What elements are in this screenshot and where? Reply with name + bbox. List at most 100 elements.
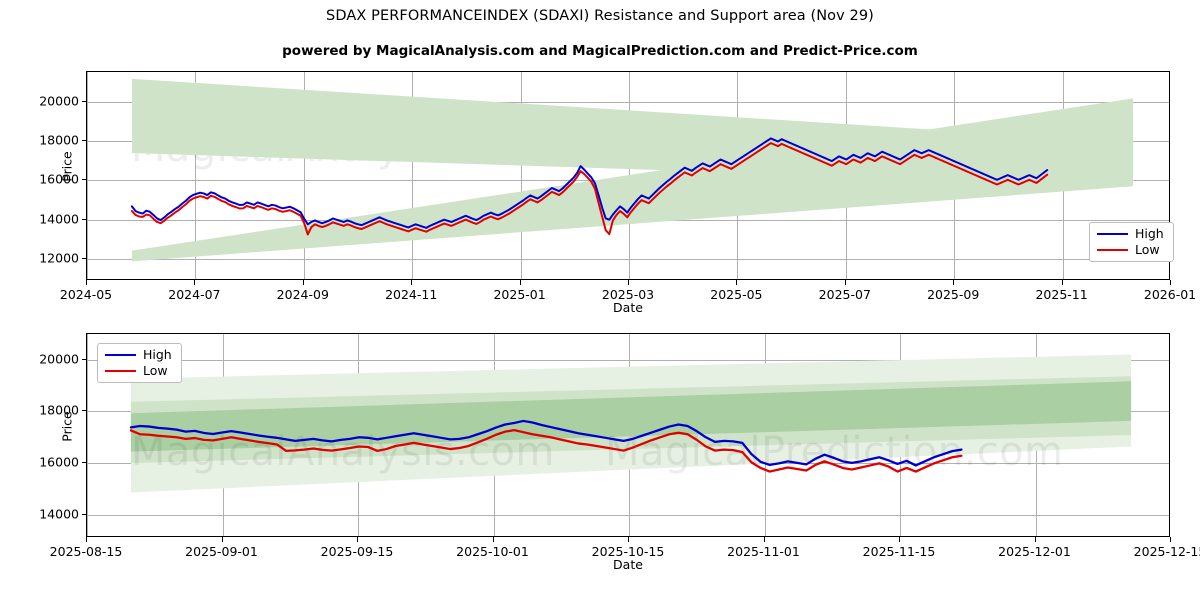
x-axis-tick-label: 2024-11 (385, 287, 438, 302)
page-title: SDAX PERFORMANCEINDEX (SDAXI) Resistance… (326, 8, 874, 24)
lower-chart-panel: MagicalAnalysis.com MagicalPrediction.co… (39, 333, 1200, 572)
upper-legend-high-swatch (1097, 233, 1128, 236)
x-axis-tick-mark (736, 280, 738, 285)
x-axis-tick-mark (844, 280, 846, 285)
x-axis-tick-label: 2025-11-01 (727, 544, 800, 559)
upper-legend-low-label: Low (1135, 241, 1160, 257)
price-series-high (129, 419, 963, 467)
x-axis-tick-mark (221, 537, 223, 542)
gridline-horizontal (87, 101, 1169, 103)
x-axis-tick-mark (519, 280, 521, 285)
lower-legend: High Low (97, 343, 182, 383)
y-axis-tick-mark (81, 140, 86, 141)
x-axis-tick-label: 2024-09 (276, 287, 329, 302)
y-axis-tick-mark (81, 179, 86, 181)
x-axis-tick-label: 2025-12-01 (998, 544, 1071, 559)
x-axis-tick-label: 2025-11-15 (862, 544, 936, 559)
y-axis-tick-mark (81, 258, 86, 260)
lower-legend-low-swatch (105, 369, 136, 372)
x-axis-tick-label: 2025-05 (710, 287, 763, 302)
upper-chart-panel: MagicalAnalysis.com MagicalPrediction.co… (39, 71, 1196, 315)
x-axis-tick-label: 2025-01 (493, 287, 546, 302)
upper-y-axis-label: Price (59, 151, 75, 182)
gridline-vertical (412, 72, 414, 279)
x-axis-tick-mark (86, 537, 87, 542)
upper-price-lines (130, 137, 1049, 236)
upper-legend-low-swatch (1097, 248, 1128, 251)
x-axis-tick-label: 2025-09-15 (320, 544, 394, 559)
x-axis-tick-mark (899, 537, 900, 542)
support-resistance-band (130, 381, 1132, 452)
lower-legend-high: High (105, 347, 172, 362)
x-axis-tick-label: 2024-05 (59, 287, 113, 302)
y-axis-tick-label: 20000 (39, 351, 79, 367)
x-axis-tick-label: 2025-03 (601, 287, 655, 302)
lower-price-lines (129, 419, 963, 473)
x-axis-tick-label: 2025-11 (1035, 287, 1088, 302)
lower-legend-high-label: High (143, 347, 172, 362)
watermark-lower-right: MagicalPrediction.com (605, 429, 1064, 475)
y-axis-tick-label: 14000 (39, 506, 79, 522)
support-resistance-band (131, 78, 1134, 186)
upper-legend-high-label: High (1135, 226, 1164, 241)
x-axis-tick-label: 2025-09-01 (185, 544, 258, 559)
y-axis-tick-label: 12000 (39, 250, 79, 266)
x-axis-tick-mark (628, 280, 629, 285)
y-axis-tick-mark (81, 358, 86, 360)
x-axis-tick-mark (86, 280, 87, 285)
y-axis-tick-label: 18000 (39, 402, 79, 418)
gridline-vertical (87, 72, 88, 279)
gridline-vertical (303, 72, 305, 279)
lower-legend-low: Low (105, 362, 172, 378)
x-axis-tick-mark (628, 537, 629, 542)
x-axis-tick-label: 2025-09 (927, 287, 980, 302)
y-axis-tick-label: 16000 (39, 454, 79, 470)
y-axis-tick-mark (81, 462, 86, 464)
x-axis-tick-label: 2025-10-01 (456, 544, 529, 559)
upper-legend-low: Low (1097, 241, 1164, 257)
lower-y-axis-label: Price (59, 411, 75, 442)
upper-support-resistance-bands (131, 78, 1134, 262)
x-axis-tick-mark (1034, 537, 1036, 542)
upper-legend: High Low (1089, 222, 1174, 262)
lower-legend-high-swatch (105, 354, 136, 357)
upper-x-axis-label: Date (613, 300, 643, 315)
gridline-horizontal (87, 359, 1169, 361)
gridline-vertical (520, 72, 522, 279)
x-axis-tick-label: 2026-01 (1143, 287, 1197, 302)
watermark-lower-left: MagicalAnalysis.com (131, 429, 555, 475)
page-subtitle: powered by MagicalAnalysis.com and Magic… (282, 43, 918, 59)
y-axis-tick-mark (81, 100, 86, 102)
lower-plot-area: MagicalAnalysis.com MagicalPrediction.co… (86, 333, 1170, 537)
y-axis-tick-label: 18000 (39, 132, 79, 148)
gridline-horizontal (87, 259, 1169, 261)
x-axis-tick-mark (194, 280, 196, 285)
y-axis-tick-label: 14000 (39, 211, 79, 227)
x-axis-tick-mark (1170, 280, 1171, 285)
price-series-low (129, 428, 963, 473)
x-axis-tick-label: 2025-12-15 (1133, 544, 1200, 559)
x-axis-tick-mark (357, 537, 358, 542)
y-axis-tick-label: 16000 (39, 171, 79, 187)
gridline-vertical (87, 334, 88, 536)
x-axis-tick-label: 2025-10-15 (591, 544, 665, 559)
lower-legend-low-label: Low (143, 362, 168, 378)
y-axis-tick-label: 20000 (39, 93, 79, 109)
lower-x-axis-label: Date (613, 557, 643, 572)
upper-plot-area: MagicalAnalysis.com MagicalPrediction.co… (86, 71, 1170, 280)
x-axis-tick-label: 2025-08-15 (49, 544, 123, 559)
x-axis-tick-mark (492, 537, 494, 542)
y-axis-tick-mark (81, 218, 86, 220)
y-axis-tick-mark (81, 410, 86, 412)
upper-legend-high: High (1097, 226, 1164, 241)
x-axis-tick-mark (1170, 537, 1171, 542)
gridline-vertical (195, 72, 197, 279)
x-axis-tick-label: 2025-07 (818, 287, 871, 302)
y-axis-tick-mark (81, 513, 86, 515)
price-series-low (130, 142, 1049, 236)
x-axis-tick-mark (1061, 280, 1063, 285)
x-axis-tick-mark (411, 280, 413, 285)
x-axis-tick-mark (953, 280, 955, 285)
x-axis-tick-label: 2024-07 (168, 287, 221, 302)
